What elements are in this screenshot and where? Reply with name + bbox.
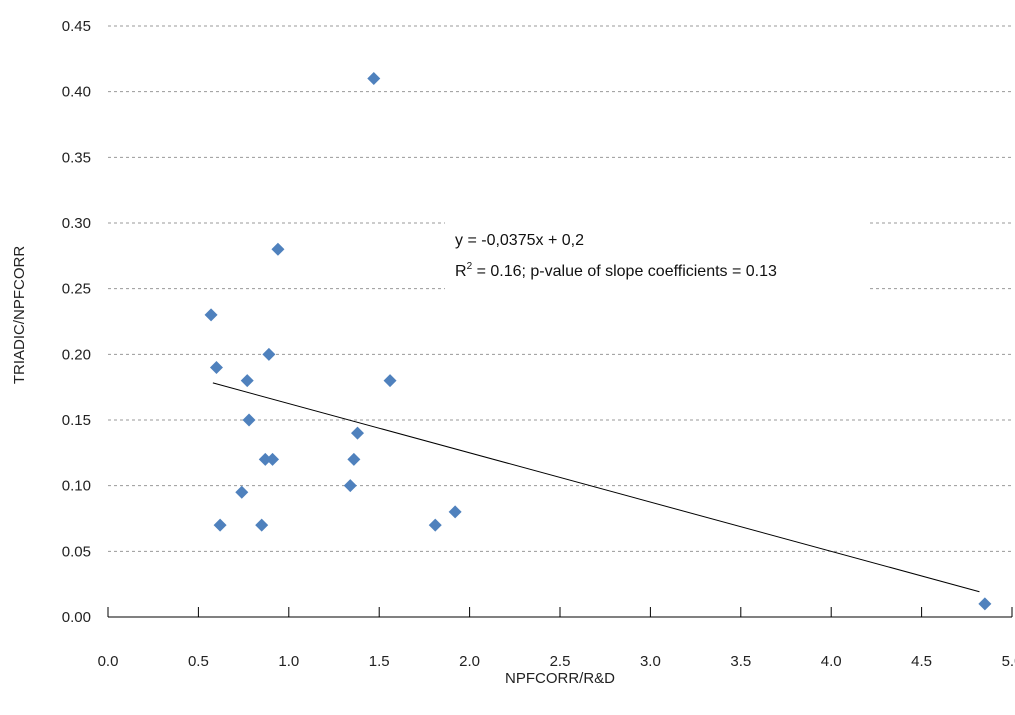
data-point [347,452,361,466]
tick-labels: 0.00 0.05 0.10 0.15 0.20 0.25 0.30 0.35 0.40 0.45… [62,18,1015,670]
y-tick-label: 0.25 [62,281,91,298]
annotation-background [445,220,870,300]
data-point [213,518,227,532]
y-tick-label: 0.45 [62,18,91,35]
r-squared-annotation: R2 = 0.16; p-value of slope coefficients… [455,261,777,280]
y-tick-label: 0.20 [62,346,91,363]
axes [107,607,1013,618]
trendline [212,382,980,593]
data-point [978,597,992,611]
x-tick-label: 5.0 [1002,653,1015,670]
y-tick-label: 0.05 [62,543,91,560]
data-point [262,347,276,361]
y-tick-label: 0.30 [62,215,91,232]
x-tick-label: 3.5 [730,653,751,670]
x-tick-label: 0.5 [188,653,209,670]
data-point [343,479,357,493]
x-tick-label: 0.0 [98,653,119,670]
data-point [428,518,442,532]
x-tick-label: 1.5 [369,653,390,670]
data-point [204,308,218,322]
data-point [351,426,365,440]
x-tick-label: 3.0 [640,653,661,670]
y-axis-title: TRIADIC/NPFCORR [11,246,28,385]
x-tick-label: 1.0 [278,653,299,670]
x-tick-label: 2.5 [550,653,571,670]
data-point [448,505,462,519]
data-point [209,360,223,374]
x-tick-label: 2.0 [459,653,480,670]
y-tick-label: 0.15 [62,412,91,429]
x-tick-label: 4.0 [821,653,842,670]
regression-equation: y = -0,0375x + 0,2 [455,232,584,249]
data-point [271,242,285,256]
data-point [383,374,397,388]
data-point [235,485,249,499]
y-tick-label: 0.00 [62,609,91,626]
data-point [367,72,381,86]
data-point [258,452,272,466]
y-tick-label: 0.40 [62,84,91,101]
data-point [266,452,280,466]
data-point [242,413,256,427]
x-tick-label: 4.5 [911,653,932,670]
data-point [240,374,254,388]
y-tick-label: 0.35 [62,149,91,166]
x-axis-title: NPFCORR/R&D [505,670,615,687]
data-point [255,518,269,532]
y-tick-label: 0.10 [62,478,91,495]
trendline-layer [212,382,980,593]
data-points [204,72,992,611]
